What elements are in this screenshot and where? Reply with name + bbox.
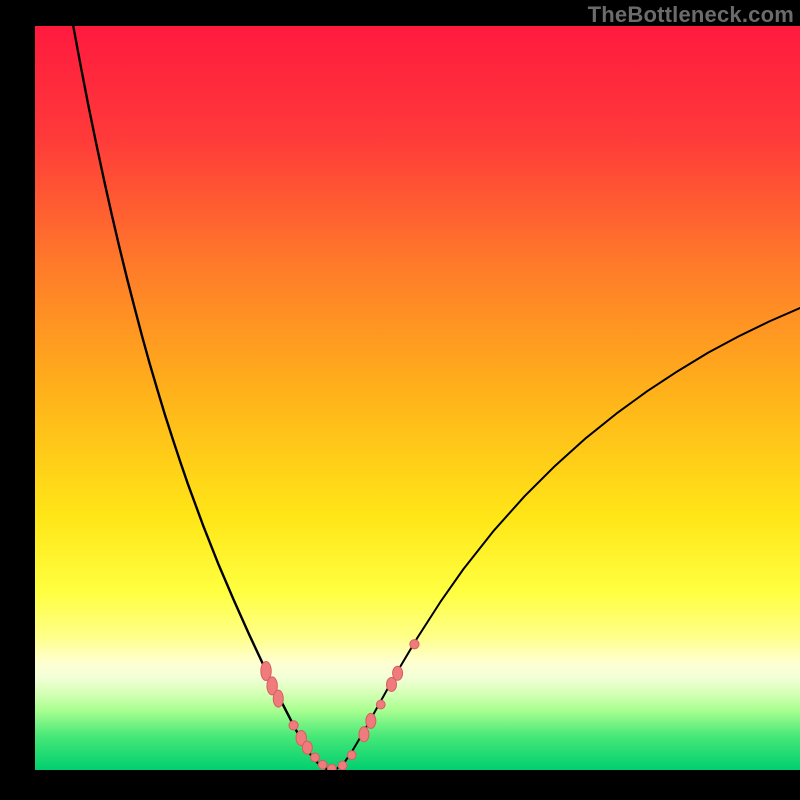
data-marker (338, 761, 347, 770)
data-marker (318, 760, 327, 769)
chart-container: TheBottleneck.com (0, 0, 800, 800)
data-marker (376, 700, 385, 709)
plot-svg (35, 26, 800, 770)
data-marker (302, 741, 312, 754)
gradient-background (35, 26, 800, 770)
data-marker (273, 690, 283, 707)
data-marker (347, 751, 356, 760)
data-marker (410, 640, 419, 649)
data-marker (393, 666, 403, 680)
data-marker (359, 727, 369, 742)
data-marker (311, 753, 320, 762)
data-marker (366, 713, 376, 728)
plot-area (35, 26, 800, 770)
watermark-text: TheBottleneck.com (588, 2, 794, 28)
data-marker (289, 721, 298, 730)
data-marker (327, 764, 336, 770)
